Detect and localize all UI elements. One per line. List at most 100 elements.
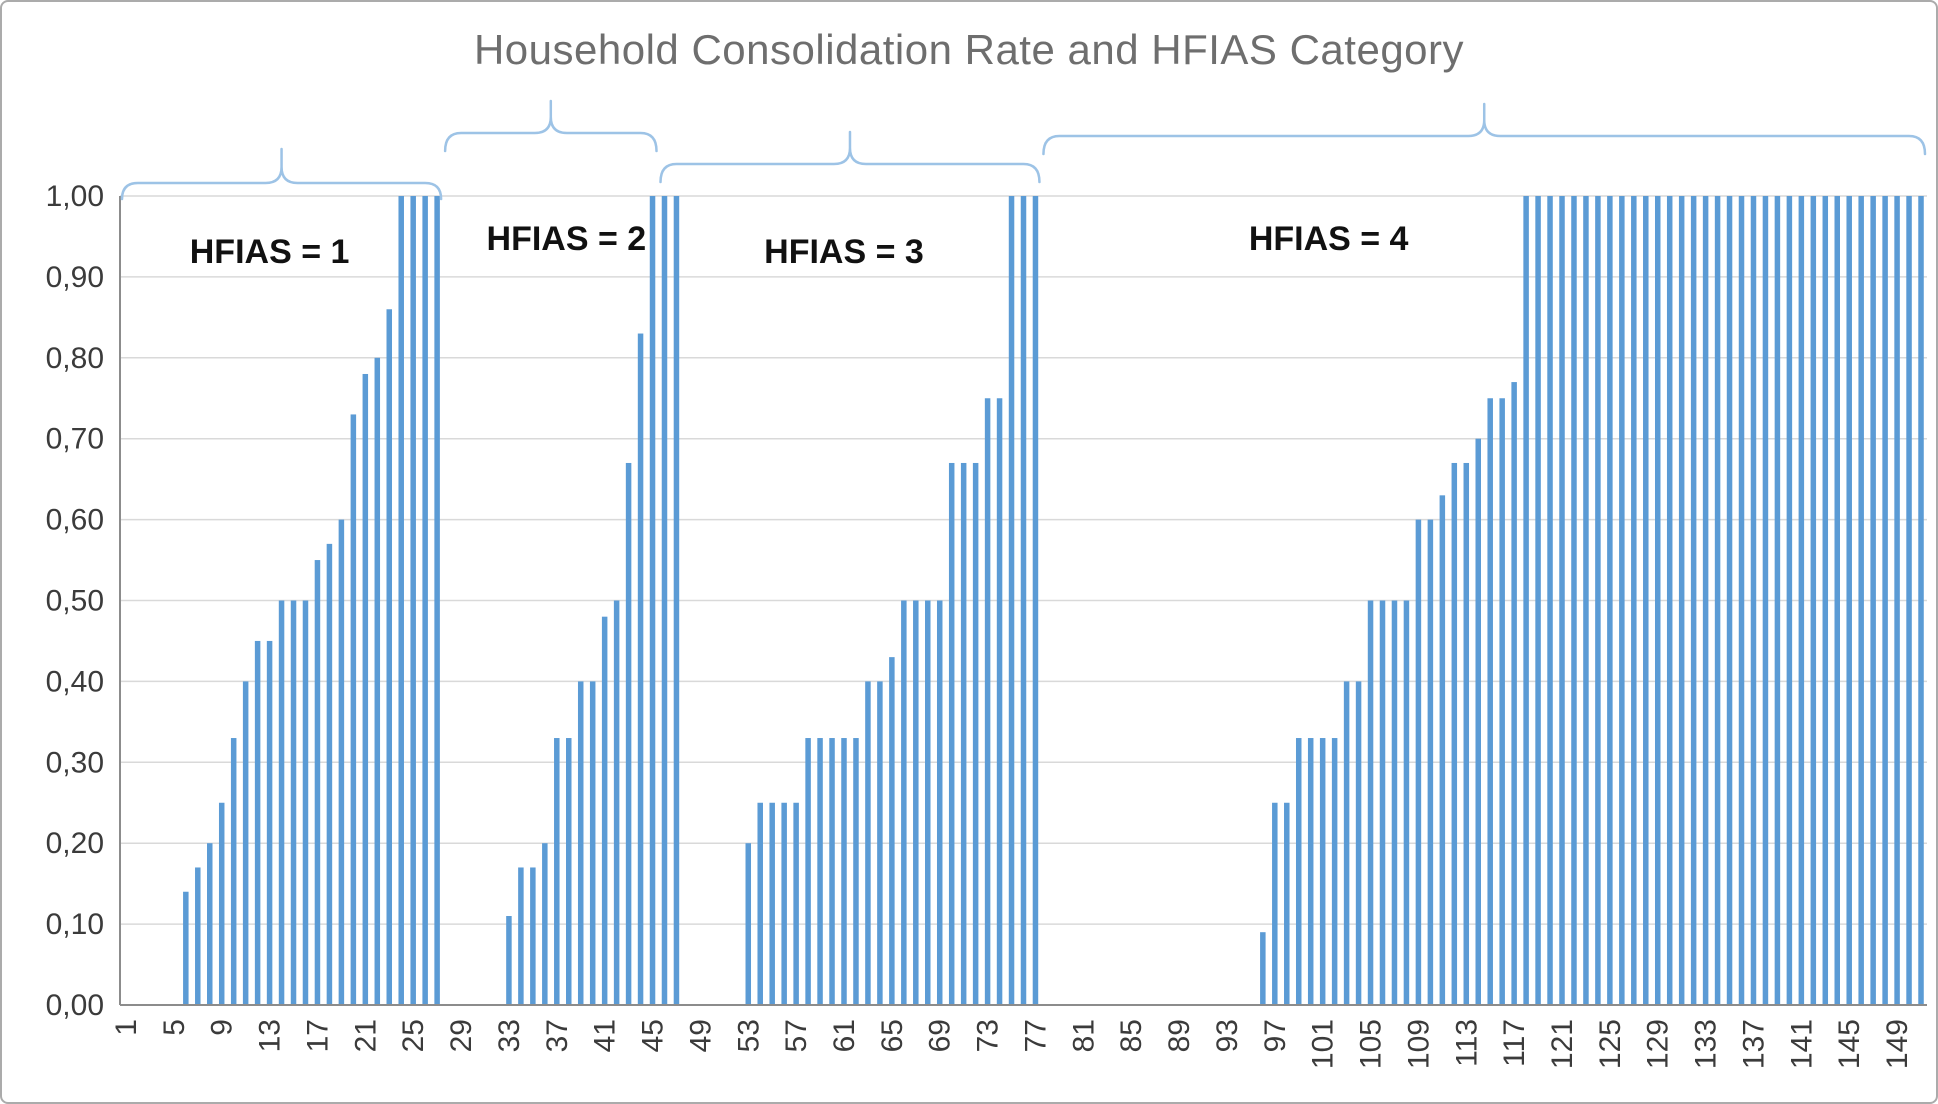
group-label-hfias-1: HFIAS = 1 <box>190 233 350 271</box>
bar <box>1272 802 1278 1005</box>
bar <box>817 738 823 1005</box>
group-label-hfias-3: HFIAS = 3 <box>764 233 924 271</box>
bar <box>936 600 943 1005</box>
bar <box>1355 681 1362 1005</box>
bar <box>1511 382 1517 1005</box>
bar <box>1343 681 1350 1005</box>
brace-hfias-3 <box>659 130 1041 184</box>
x-axis-label: 93 <box>1211 1019 1244 1052</box>
bar <box>805 738 811 1005</box>
bar <box>841 738 847 1005</box>
bar <box>1403 600 1410 1005</box>
bar <box>422 196 428 1005</box>
bar <box>1666 196 1673 1005</box>
x-axis-label: 121 <box>1546 1019 1579 1069</box>
bar <box>242 681 249 1005</box>
bar <box>326 543 333 1005</box>
bar <box>1595 196 1601 1005</box>
bar <box>996 398 1003 1005</box>
bar <box>757 802 763 1005</box>
bar <box>1726 196 1733 1005</box>
x-axis-label: 81 <box>1067 1019 1100 1052</box>
bar <box>1906 196 1912 1005</box>
y-axis-label: 0,30 <box>46 746 104 779</box>
bar <box>1487 398 1493 1005</box>
bar <box>925 600 931 1005</box>
x-axis-label: 109 <box>1402 1019 1435 1069</box>
x-axis-label: 73 <box>972 1019 1005 1052</box>
bar <box>853 738 859 1005</box>
bar <box>1307 738 1314 1005</box>
bar <box>374 357 381 1005</box>
bar <box>314 560 321 1005</box>
y-axis-label: 0,40 <box>46 665 104 698</box>
bar <box>1810 196 1817 1005</box>
bar <box>793 802 799 1005</box>
bar <box>434 196 440 1005</box>
bar <box>554 738 560 1005</box>
x-axis-label: 17 <box>301 1019 334 1052</box>
bar <box>661 196 668 1005</box>
bar <box>1535 196 1541 1005</box>
x-axis-label: 9 <box>206 1019 239 1036</box>
bar <box>1583 196 1589 1005</box>
bar <box>1738 196 1745 1005</box>
group-label-hfias-4: HFIAS = 4 <box>1249 220 1409 258</box>
y-axis-label: 0,90 <box>46 261 104 294</box>
bar <box>1451 462 1458 1006</box>
y-axis-label: 1,00 <box>46 180 104 213</box>
x-axis-label: 33 <box>493 1019 526 1052</box>
y-axis-label: 0,80 <box>46 342 104 375</box>
x-axis-label: 49 <box>684 1019 717 1052</box>
bar <box>183 891 189 1005</box>
bar <box>1499 398 1505 1005</box>
bar <box>542 843 548 1005</box>
x-axis-label: 29 <box>445 1019 478 1052</box>
bar <box>960 462 967 1006</box>
bar <box>769 802 775 1005</box>
x-axis-label: 77 <box>1019 1019 1052 1052</box>
x-axis-label: 41 <box>589 1019 622 1052</box>
bar <box>1475 438 1481 1005</box>
bar <box>1559 196 1565 1005</box>
x-axis-label: 113 <box>1450 1019 1483 1067</box>
bar <box>1678 196 1685 1005</box>
x-axis-label: 61 <box>828 1019 861 1052</box>
group-label-hfias-2: HFIAS = 2 <box>487 220 647 258</box>
bar <box>601 616 608 1005</box>
bar <box>1032 196 1039 1005</box>
bar <box>1331 738 1338 1005</box>
x-axis-label: 37 <box>541 1019 574 1052</box>
bar <box>1284 802 1290 1005</box>
bar <box>290 600 297 1005</box>
bar <box>877 681 883 1005</box>
bar <box>338 519 345 1005</box>
bar <box>1415 519 1422 1005</box>
bar <box>254 640 261 1005</box>
bar <box>637 333 644 1005</box>
bar <box>1714 196 1721 1005</box>
bar <box>1020 196 1027 1005</box>
bar <box>901 600 907 1005</box>
y-axis-label: 0,70 <box>46 423 104 456</box>
bar <box>506 916 512 1005</box>
bar <box>972 462 979 1006</box>
y-axis-label: 0,00 <box>46 989 104 1022</box>
bar <box>649 196 656 1005</box>
bar <box>398 196 404 1005</box>
bar <box>1798 196 1805 1005</box>
bar <box>1882 196 1888 1005</box>
bar <box>829 738 835 1005</box>
bar <box>1690 196 1697 1005</box>
bar <box>1643 196 1649 1005</box>
x-axis-label: 149 <box>1881 1019 1914 1069</box>
bar <box>1391 600 1398 1005</box>
bar <box>1607 196 1613 1005</box>
x-axis-label: 89 <box>1163 1019 1196 1052</box>
bar <box>1319 738 1326 1005</box>
bar <box>195 867 201 1005</box>
x-axis-label: 137 <box>1737 1019 1770 1069</box>
brace-hfias-4 <box>1042 102 1927 156</box>
x-axis-label: 125 <box>1594 1019 1627 1069</box>
